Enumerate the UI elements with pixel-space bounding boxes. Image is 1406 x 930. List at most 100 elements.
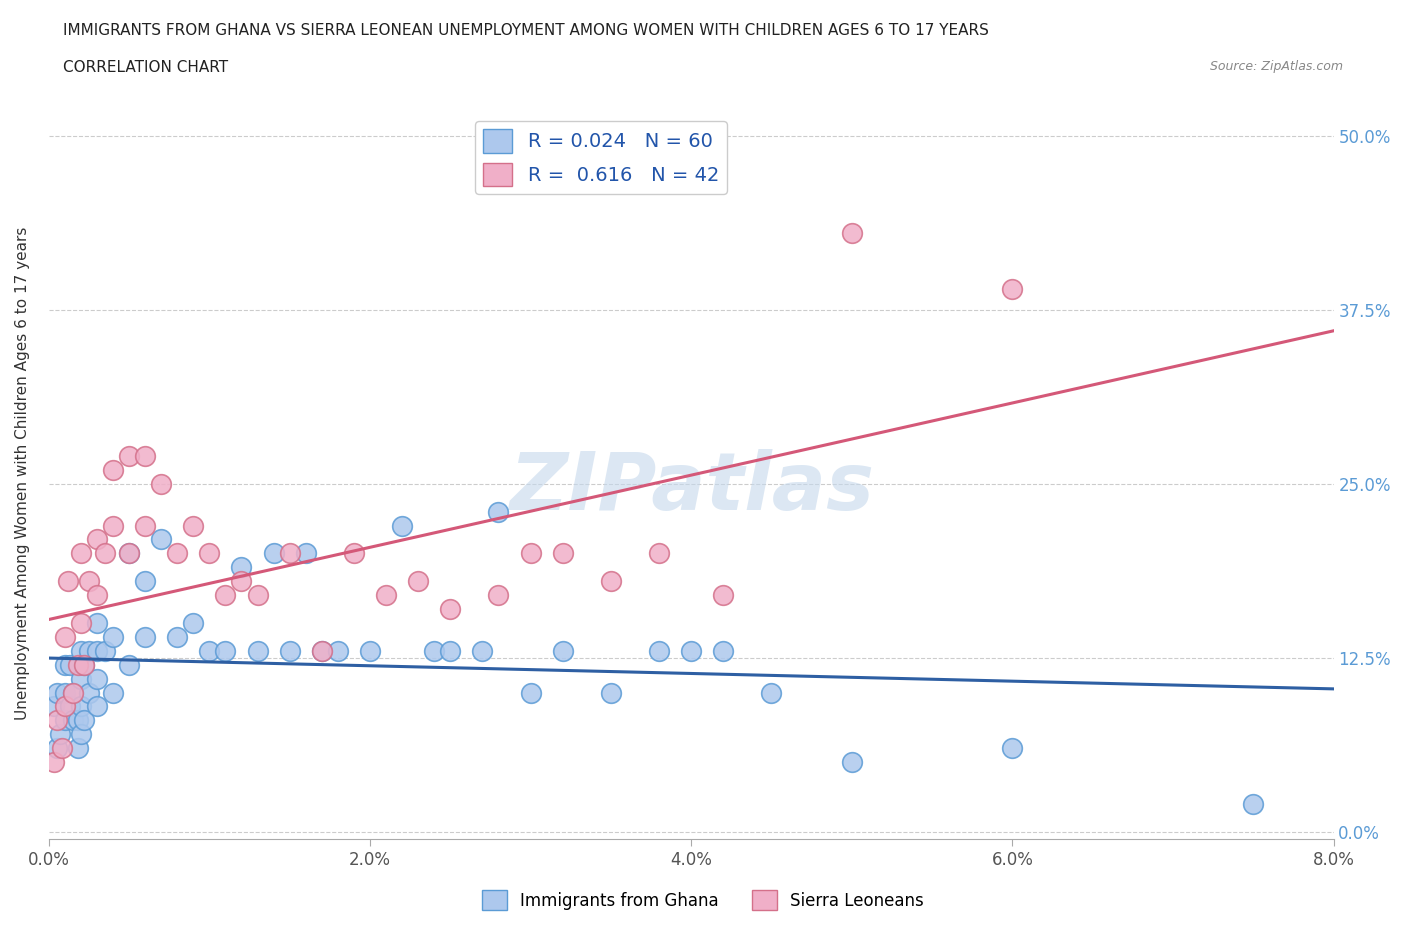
Point [326, 644, 349, 658]
Point [53, 658, 76, 672]
Point [439, 644, 461, 658]
Point [62, 713, 84, 728]
Point [134, 448, 156, 463]
Point [599, 685, 621, 700]
Point [841, 755, 863, 770]
Point [86, 616, 108, 631]
Point [134, 518, 156, 533]
Point [150, 476, 173, 491]
Point [73, 658, 96, 672]
Point [711, 588, 734, 603]
Point [214, 644, 236, 658]
Point [101, 685, 124, 700]
Point [101, 462, 124, 477]
Point [423, 644, 446, 658]
Point [66, 713, 89, 728]
Point [1001, 282, 1024, 297]
Y-axis label: Unemployment Among Women with Children Ages 6 to 17 years: Unemployment Among Women with Children A… [15, 227, 30, 720]
Point [45, 685, 67, 700]
Point [101, 518, 124, 533]
Point [231, 560, 253, 575]
Point [263, 546, 285, 561]
Point [101, 630, 124, 644]
Point [231, 574, 253, 589]
Point [166, 546, 188, 561]
Point [53, 685, 76, 700]
Point [648, 644, 671, 658]
Point [45, 713, 67, 728]
Point [486, 504, 509, 519]
Point [77, 574, 100, 589]
Point [66, 658, 89, 672]
Point [551, 546, 574, 561]
Point [86, 532, 108, 547]
Point [761, 685, 783, 700]
Point [343, 546, 366, 561]
Point [599, 574, 621, 589]
Point [62, 685, 84, 700]
Point [118, 546, 141, 561]
Point [711, 644, 734, 658]
Point [42, 755, 65, 770]
Text: Source: ZipAtlas.com: Source: ZipAtlas.com [1209, 60, 1343, 73]
Point [66, 741, 89, 756]
Point [841, 226, 863, 241]
Point [278, 644, 301, 658]
Point [134, 574, 156, 589]
Point [59, 658, 82, 672]
Point [118, 658, 141, 672]
Point [181, 616, 204, 631]
Point [519, 546, 541, 561]
Point [86, 699, 108, 714]
Point [70, 644, 93, 658]
Point [246, 644, 269, 658]
Point [70, 699, 93, 714]
Text: ZIPatlas: ZIPatlas [509, 449, 873, 527]
Point [53, 699, 76, 714]
Point [70, 546, 93, 561]
Text: CORRELATION CHART: CORRELATION CHART [63, 60, 228, 75]
Point [359, 644, 381, 658]
Point [86, 644, 108, 658]
Point [118, 448, 141, 463]
Point [70, 671, 93, 686]
Point [551, 644, 574, 658]
Point [166, 630, 188, 644]
Point [406, 574, 429, 589]
Text: IMMIGRANTS FROM GHANA VS SIERRA LEONEAN UNEMPLOYMENT AMONG WOMEN WITH CHILDREN A: IMMIGRANTS FROM GHANA VS SIERRA LEONEAN … [63, 23, 990, 38]
Point [1241, 796, 1264, 811]
Point [214, 588, 236, 603]
Point [198, 546, 221, 561]
Point [49, 727, 72, 742]
Point [73, 713, 96, 728]
Point [77, 685, 100, 700]
Point [519, 685, 541, 700]
Point [1001, 741, 1024, 756]
Legend: Immigrants from Ghana, Sierra Leoneans: Immigrants from Ghana, Sierra Leoneans [475, 884, 931, 917]
Point [94, 644, 117, 658]
Point [77, 644, 100, 658]
Point [311, 644, 333, 658]
Point [648, 546, 671, 561]
Point [150, 532, 173, 547]
Point [391, 518, 413, 533]
Point [375, 588, 398, 603]
Point [86, 671, 108, 686]
Point [278, 546, 301, 561]
Point [471, 644, 494, 658]
Point [70, 616, 93, 631]
Point [198, 644, 221, 658]
Point [294, 546, 316, 561]
Point [118, 546, 141, 561]
Point [62, 685, 84, 700]
Legend: R = 0.024   N = 60, R =  0.616   N = 42: R = 0.024 N = 60, R = 0.616 N = 42 [475, 122, 727, 194]
Point [45, 741, 67, 756]
Point [439, 602, 461, 617]
Point [51, 741, 73, 756]
Point [311, 644, 333, 658]
Point [246, 588, 269, 603]
Point [59, 699, 82, 714]
Point [73, 658, 96, 672]
Point [681, 644, 703, 658]
Point [134, 630, 156, 644]
